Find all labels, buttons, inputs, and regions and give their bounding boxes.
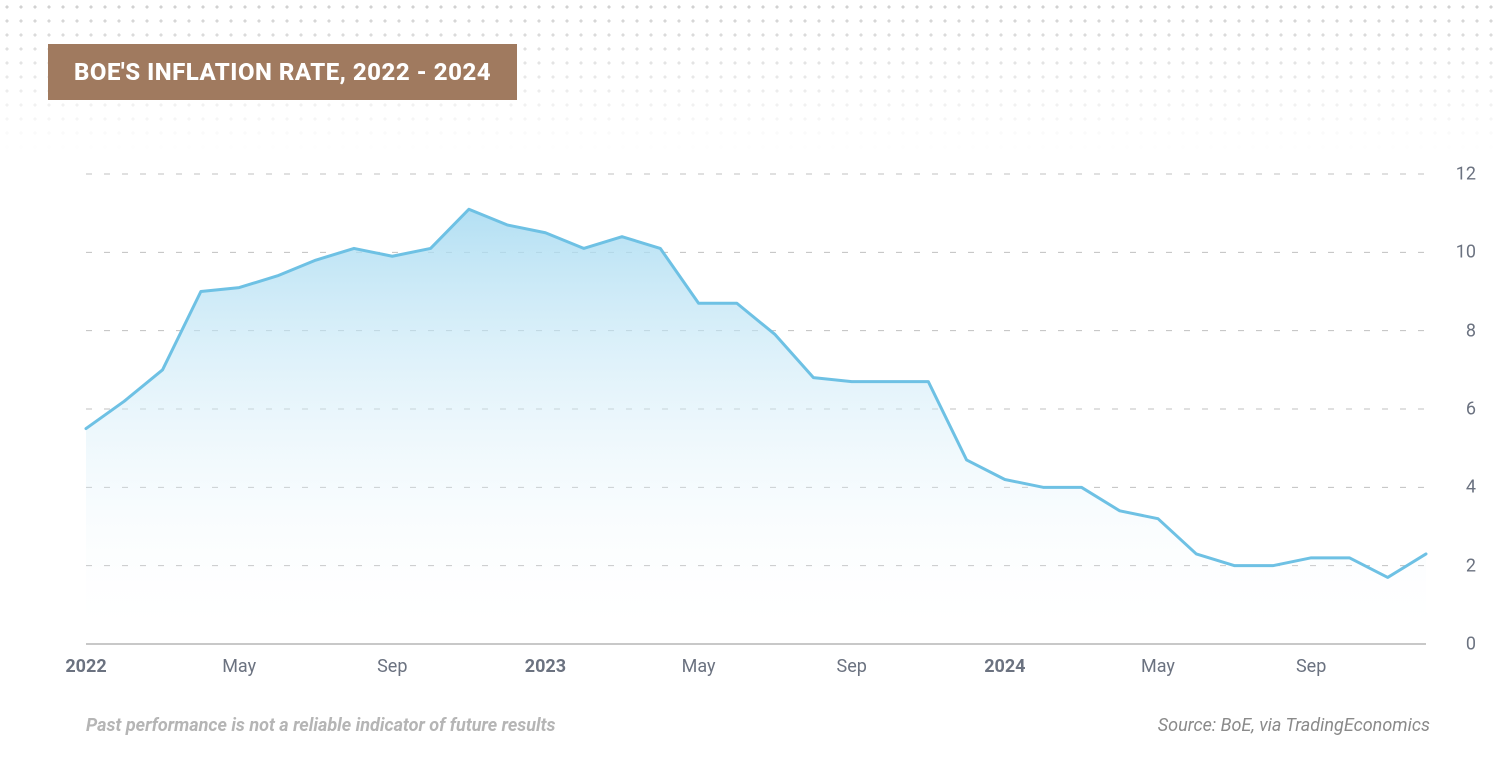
chart-title: BOE'S INFLATION RATE, 2022 - 2024 <box>48 44 517 100</box>
source-text: Source: BoE, via TradingEconomics <box>1158 715 1430 736</box>
chart-area: 024681012 2022MaySep2023MaySep2024MaySep <box>86 174 1426 644</box>
area-fill <box>86 209 1426 644</box>
x-tick-label: 2022 <box>65 656 106 677</box>
x-tick-label: Sep <box>837 656 867 677</box>
x-tick-label: May <box>682 656 716 677</box>
x-tick-label: May <box>222 656 256 677</box>
x-tick-label: May <box>1141 656 1175 677</box>
x-tick-label: Sep <box>377 656 407 677</box>
x-tick-label: Sep <box>1296 656 1326 677</box>
chart-footer: Past performance is not a reliable indic… <box>86 715 1430 736</box>
x-axis: 2022MaySep2023MaySep2024MaySep <box>86 656 1426 680</box>
y-axis: 024681012 <box>1436 174 1476 644</box>
disclaimer-text: Past performance is not a reliable indic… <box>86 715 556 736</box>
y-tick-label: 12 <box>1456 164 1476 185</box>
chart-svg <box>86 174 1426 644</box>
y-tick-label: 6 <box>1466 399 1476 420</box>
y-tick-label: 8 <box>1466 320 1476 341</box>
y-tick-label: 10 <box>1456 242 1476 263</box>
y-tick-label: 2 <box>1466 555 1476 576</box>
x-tick-label: 2023 <box>525 656 566 677</box>
y-tick-label: 4 <box>1466 477 1476 498</box>
x-tick-label: 2024 <box>984 656 1025 677</box>
y-tick-label: 0 <box>1466 634 1476 655</box>
